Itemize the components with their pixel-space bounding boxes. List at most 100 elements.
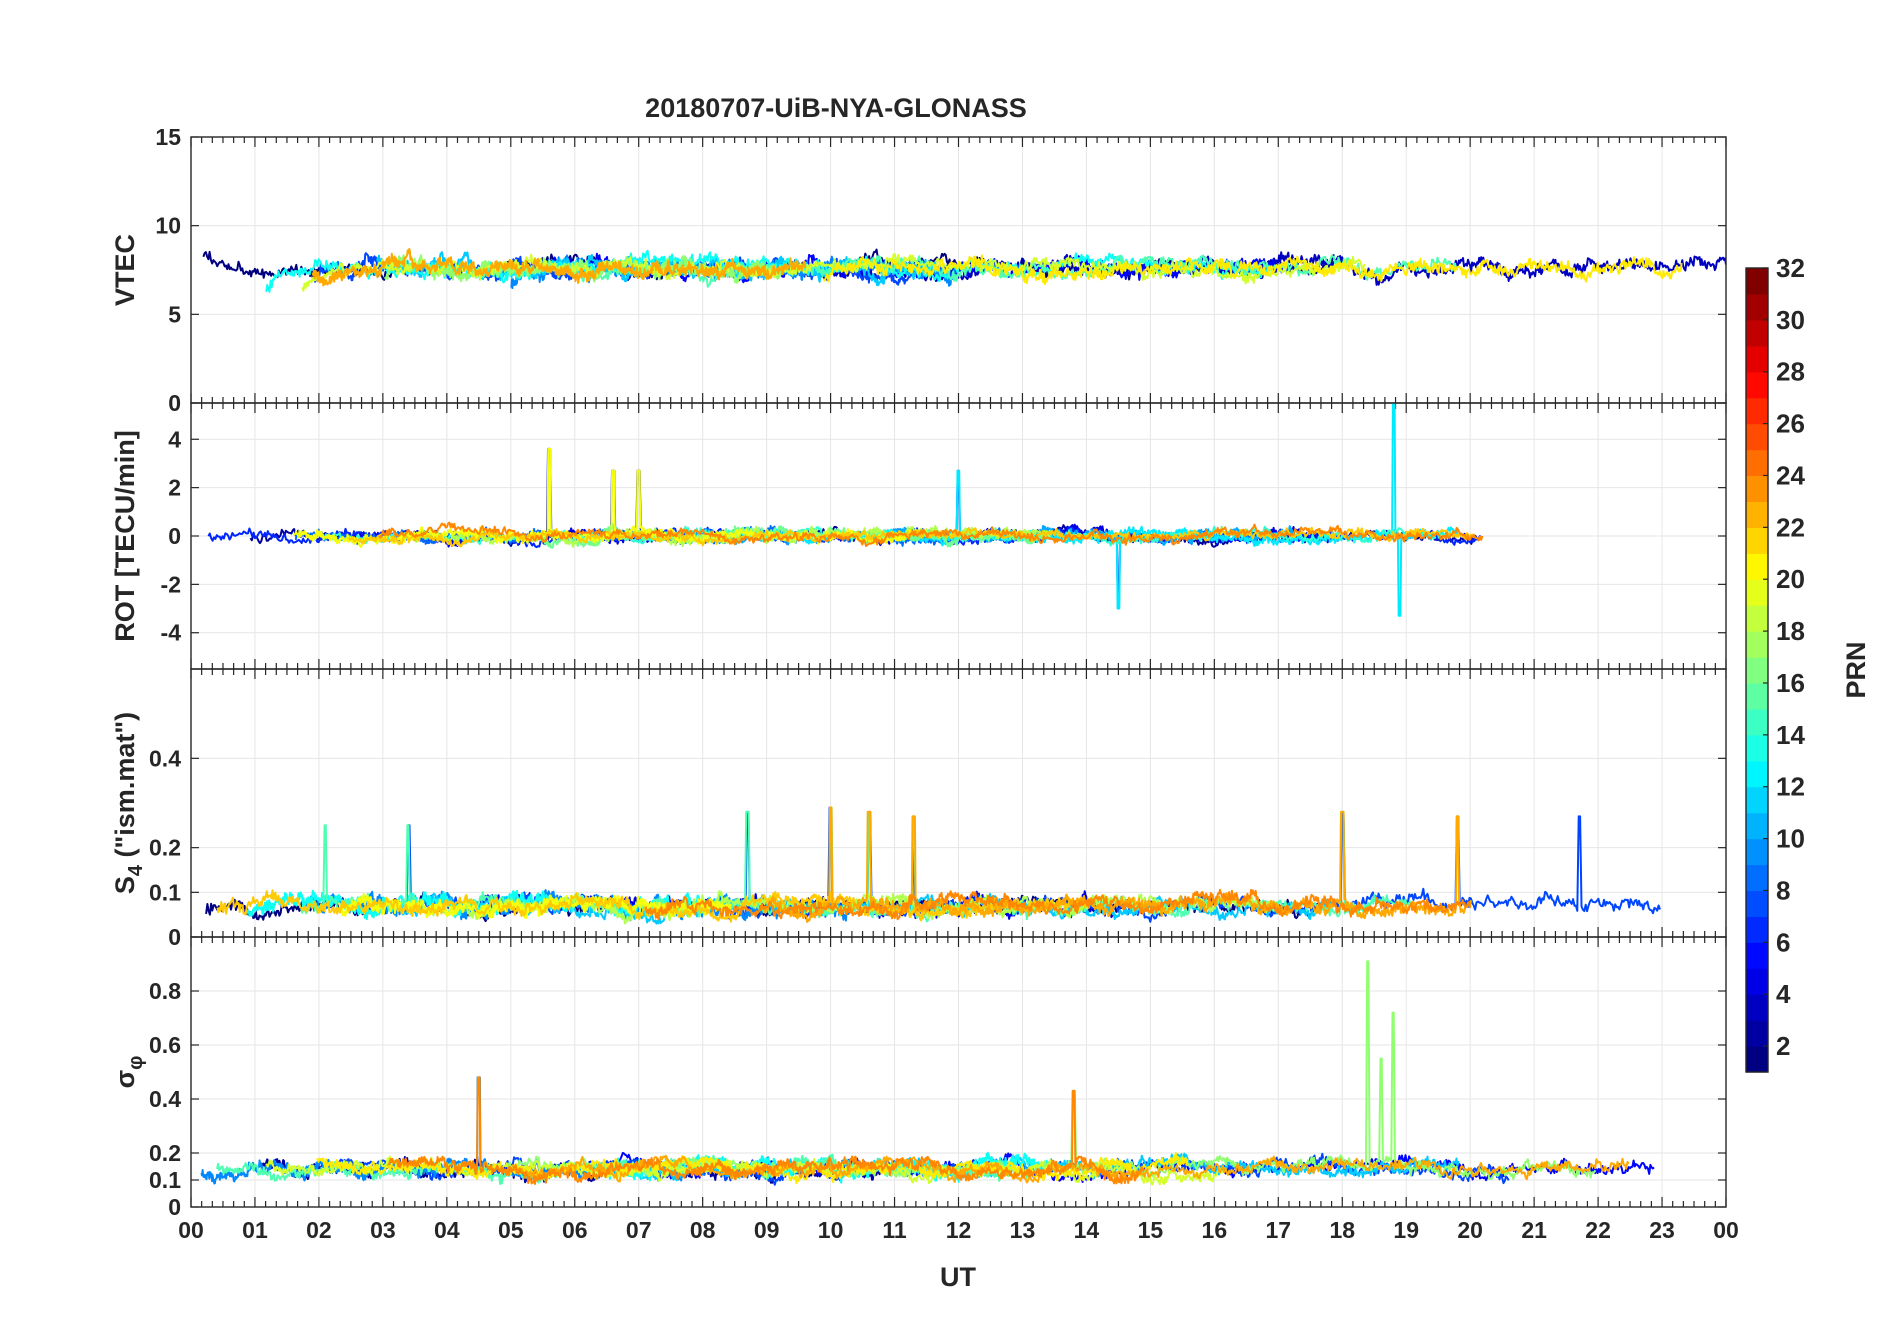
colorbar-segment xyxy=(1746,631,1768,658)
x-tick-label: 17 xyxy=(1265,1217,1291,1243)
colorbar-segment xyxy=(1746,449,1768,477)
series-line-prn xyxy=(216,889,1088,923)
colorbar-segment xyxy=(1746,397,1768,425)
y-tick-label: 0.8 xyxy=(149,978,181,1004)
colorbar-tick-label: 18 xyxy=(1776,616,1805,646)
colorbar-segment xyxy=(1746,371,1768,399)
colorbar-segment xyxy=(1746,942,1768,969)
x-tick-label: 14 xyxy=(1074,1217,1100,1243)
colorbar-segment xyxy=(1746,812,1768,840)
y-tick-label: 0 xyxy=(168,523,181,549)
colorbar-tick-label: 4 xyxy=(1776,979,1791,1009)
colorbar-segment xyxy=(1746,890,1768,917)
y-tick-label: 0 xyxy=(168,1194,181,1220)
colorbar-segment xyxy=(1746,838,1768,866)
colorbar-segment xyxy=(1746,1046,1768,1073)
series-group xyxy=(200,960,1655,1186)
y-tick-label: 0.1 xyxy=(149,1167,181,1193)
series-line-prn xyxy=(644,888,1471,921)
y-tick-label: 4 xyxy=(168,426,181,452)
colorbar-tick-label: 14 xyxy=(1776,720,1805,750)
x-tick-label: 15 xyxy=(1138,1217,1164,1243)
colorbar-segment xyxy=(1746,864,1768,892)
y-tick-label: 0.6 xyxy=(149,1032,181,1058)
y-tick-label: 0.4 xyxy=(149,1086,181,1112)
series-group xyxy=(207,403,1484,617)
colorbar-tick-label: 22 xyxy=(1776,512,1805,542)
colorbar-segment xyxy=(1746,708,1768,736)
colorbar-tick-label: 28 xyxy=(1776,357,1805,387)
colorbar-segment xyxy=(1746,786,1768,814)
series-line-prn xyxy=(311,248,807,287)
colorbar-segment xyxy=(1746,994,1768,1021)
x-tick-label: 01 xyxy=(242,1217,268,1243)
colorbar-segment xyxy=(1746,579,1768,606)
x-tick-label: 11 xyxy=(882,1217,907,1243)
x-tick-label: 07 xyxy=(626,1217,652,1243)
x-tick-label: 10 xyxy=(818,1217,844,1243)
x-tick-label: 06 xyxy=(562,1217,588,1243)
colorbar-segment xyxy=(1746,916,1768,943)
y-axis-label-rot: ROT [TECU/min] xyxy=(110,430,140,641)
colorbar-tick-label: 26 xyxy=(1776,409,1805,439)
colorbar-tick-label: 2 xyxy=(1776,1031,1790,1061)
y-tick-label: 0 xyxy=(168,924,181,950)
x-tick-label: 22 xyxy=(1585,1217,1611,1243)
series-line-prn xyxy=(762,806,1472,923)
colorbar-segment xyxy=(1746,1020,1768,1047)
colorbar-segment xyxy=(1746,657,1768,684)
colorbar-tick-label: 12 xyxy=(1776,772,1805,802)
y-tick-label: 0.4 xyxy=(149,745,181,771)
y-axis-label-vtec: VTEC xyxy=(110,234,140,306)
x-tick-label: 19 xyxy=(1393,1217,1419,1243)
x-tick-label: 12 xyxy=(946,1217,972,1243)
series-group xyxy=(205,806,1661,925)
y-axis-label-s4: S4 ("ism.mat") xyxy=(110,712,147,894)
colorbar-segment xyxy=(1746,527,1768,554)
x-tick-label: 20 xyxy=(1457,1217,1483,1243)
colorbar-segment xyxy=(1746,501,1768,528)
colorbar-segment xyxy=(1746,475,1768,503)
x-tick-label: 13 xyxy=(1010,1217,1036,1243)
y-tick-label: 0.1 xyxy=(149,879,181,905)
colorbar-segment xyxy=(1746,605,1768,632)
x-tick-label: 03 xyxy=(370,1217,396,1243)
x-tick-label: 04 xyxy=(434,1217,460,1243)
colorbar-tick-label: 16 xyxy=(1776,668,1805,698)
chart-title: 20180707-UiB-NYA-GLONASS xyxy=(645,93,1027,123)
series-line-prn xyxy=(378,521,1484,547)
y-tick-label: -2 xyxy=(161,571,181,597)
x-tick-label: 00 xyxy=(1713,1217,1739,1243)
x-tick-label: 00 xyxy=(178,1217,204,1243)
x-tick-label: 16 xyxy=(1202,1217,1228,1243)
y-tick-label: 0.2 xyxy=(149,1140,181,1166)
colorbar-segment xyxy=(1746,423,1768,451)
colorbar-segment xyxy=(1746,968,1768,995)
colorbar-tick-label: 30 xyxy=(1776,305,1805,335)
series-line-prn xyxy=(507,960,1597,1181)
colorbar-tick-label: 8 xyxy=(1776,875,1790,905)
x-tick-label: 18 xyxy=(1329,1217,1355,1243)
y-tick-label: 15 xyxy=(155,124,181,150)
y-tick-label: 0 xyxy=(168,390,181,416)
panel-rot: -4 -2 0 2 4 ROT [TECU/min] xyxy=(110,402,1727,670)
colorbar-segment xyxy=(1746,319,1768,347)
colorbar-tick-label: 6 xyxy=(1776,927,1790,957)
y-tick-label: 2 xyxy=(168,475,181,501)
x-tick-label: 05 xyxy=(498,1217,524,1243)
y-tick-label: 10 xyxy=(155,213,181,239)
colorbar-segment xyxy=(1746,553,1768,580)
colorbar-label: PRN xyxy=(1841,641,1871,698)
colorbar-tick-label: 32 xyxy=(1776,253,1805,283)
colorbar-segment xyxy=(1746,345,1768,373)
y-axis-label-sigphi: σφ xyxy=(110,1056,147,1089)
colorbar-tick-label: 20 xyxy=(1776,564,1805,594)
colorbar-segment xyxy=(1746,682,1768,710)
panel-vtec: 0 5 10 15 VTEC xyxy=(110,124,1727,416)
colorbar-segment xyxy=(1746,268,1768,295)
x-tick-label: 08 xyxy=(690,1217,716,1243)
panel-frame xyxy=(190,936,1727,1208)
